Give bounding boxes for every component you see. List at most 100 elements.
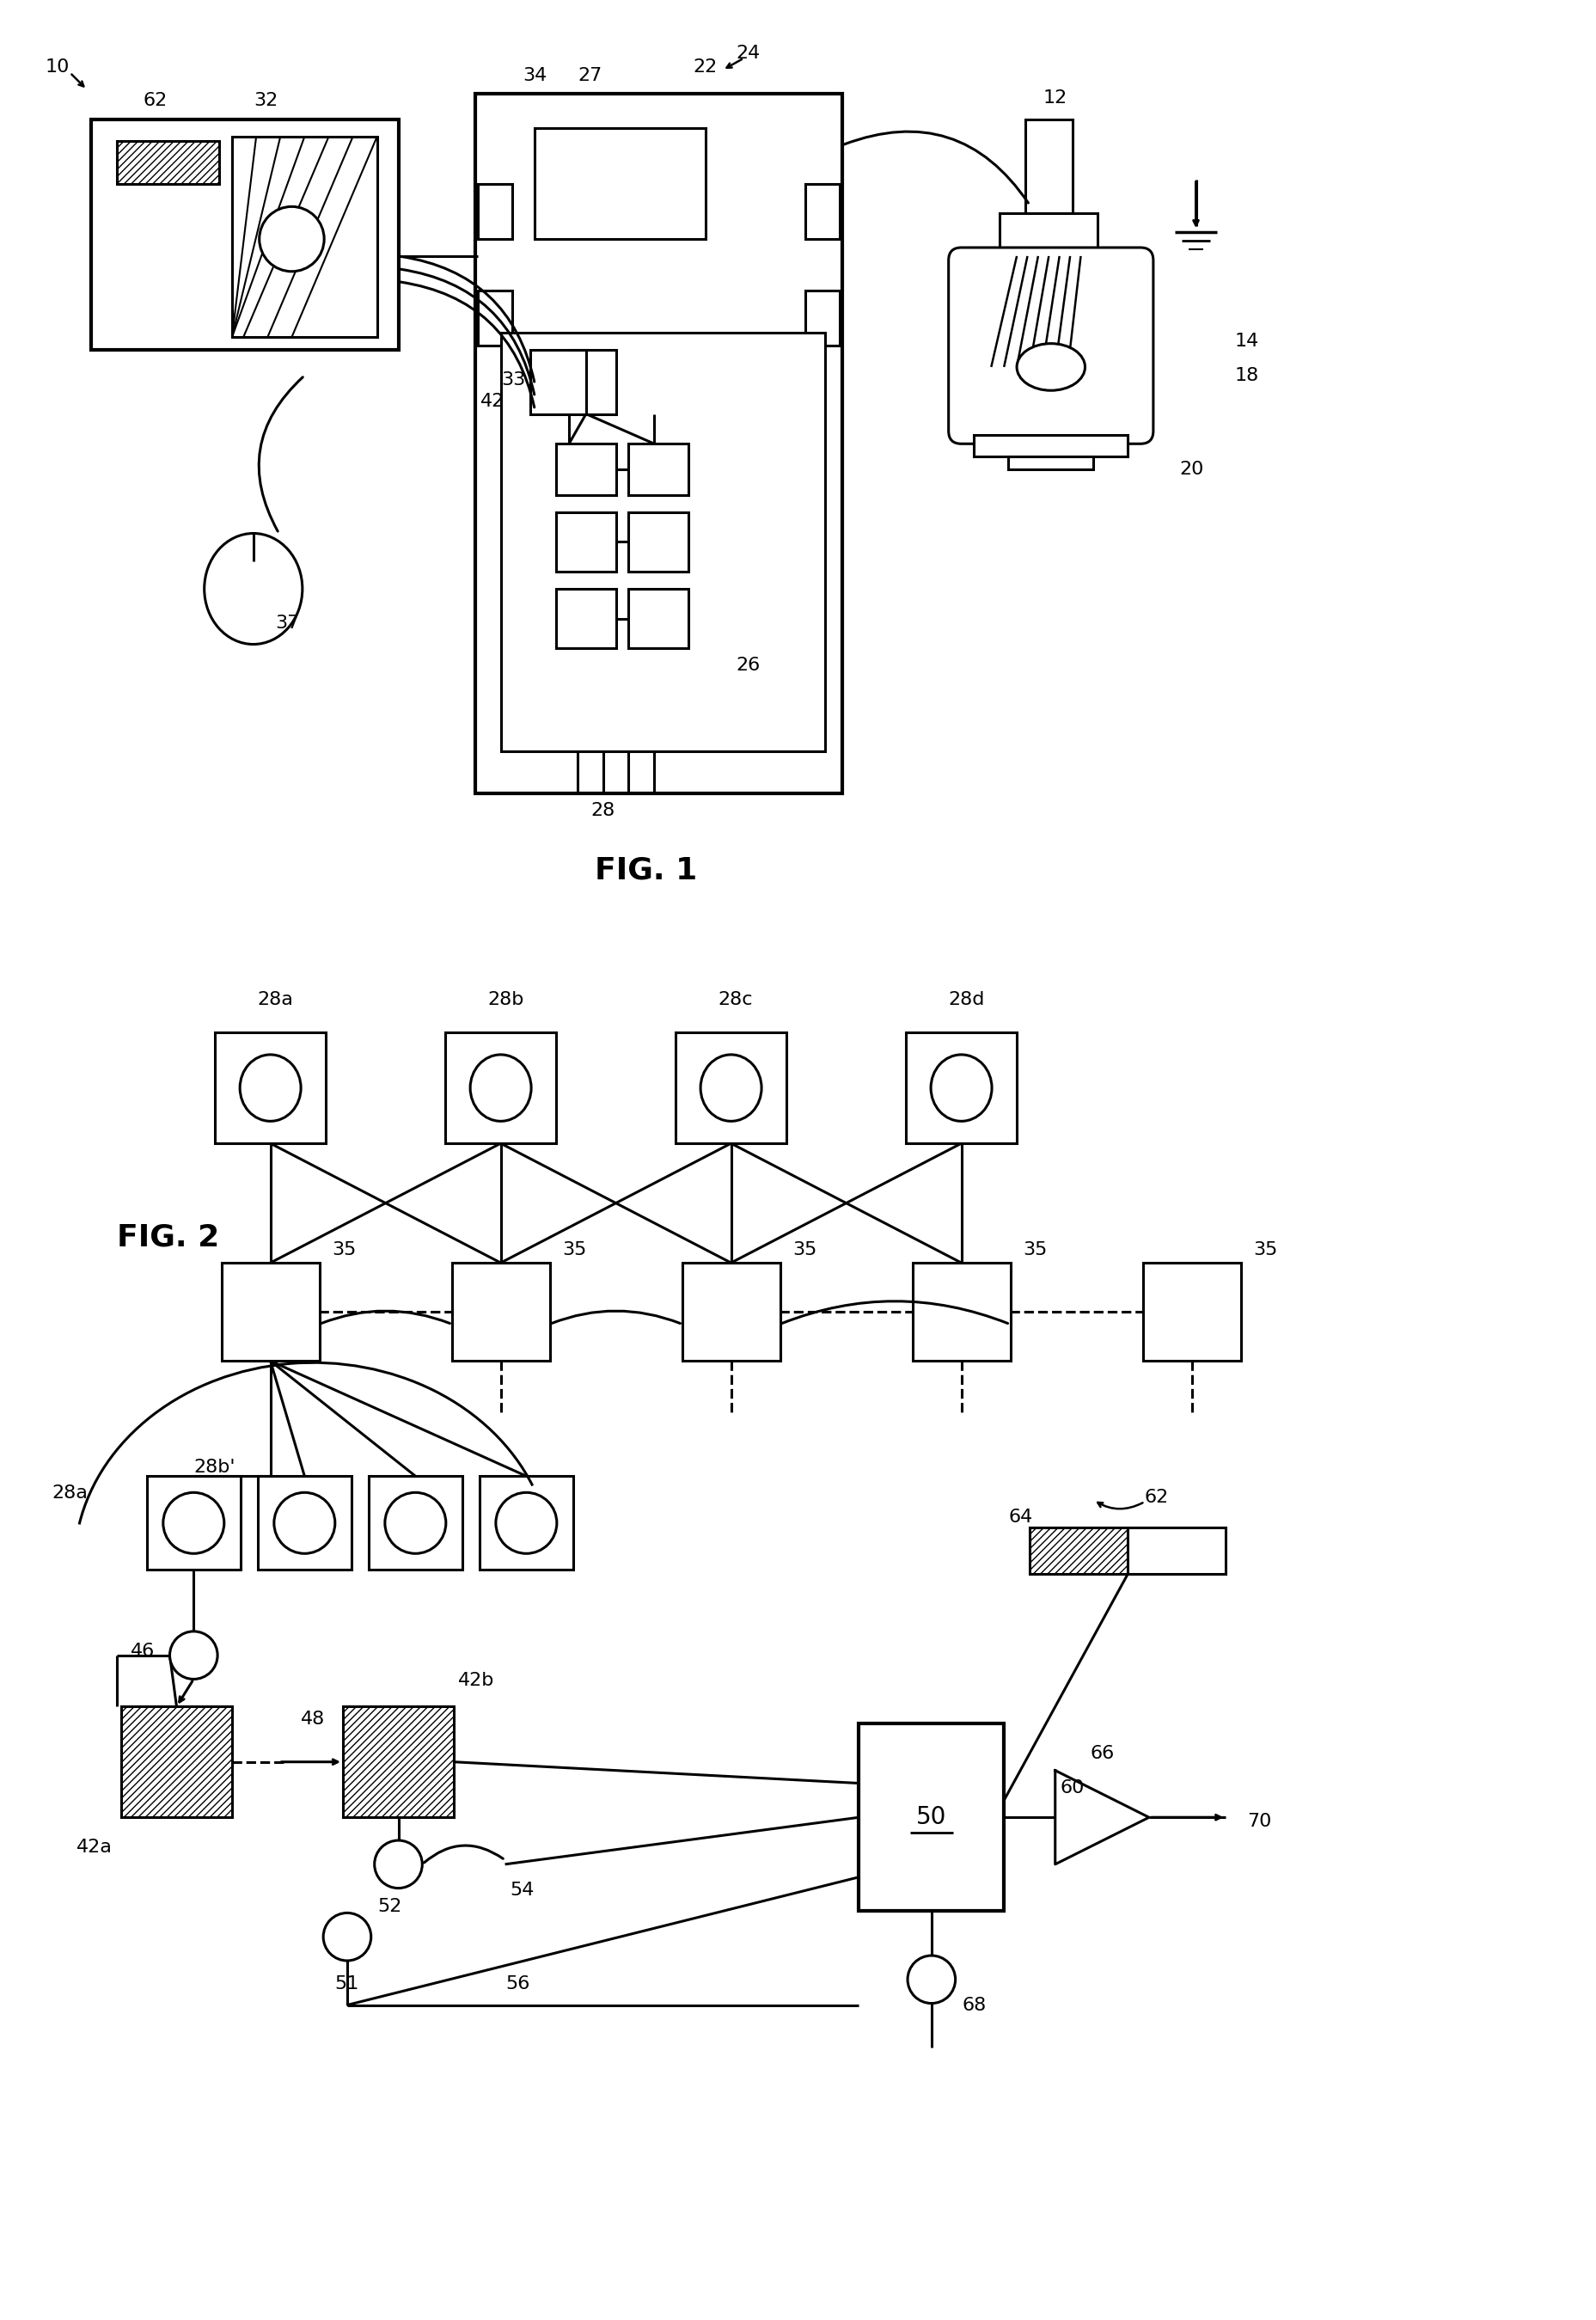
- Text: 18: 18: [1234, 367, 1259, 385]
- Text: 35: 35: [332, 1241, 356, 1260]
- Text: 22: 22: [693, 58, 717, 74]
- Text: 20: 20: [1179, 462, 1203, 478]
- Bar: [257, 1476, 351, 1571]
- Bar: [629, 513, 688, 571]
- Text: 10: 10: [45, 58, 69, 74]
- Ellipse shape: [495, 1492, 557, 1554]
- Bar: [343, 1708, 453, 1817]
- Text: 37: 37: [275, 615, 300, 631]
- Bar: [1007, 457, 1093, 469]
- Text: 50: 50: [916, 1805, 946, 1830]
- Text: 26: 26: [736, 657, 760, 675]
- Bar: [974, 436, 1127, 457]
- Text: 48: 48: [300, 1710, 326, 1728]
- Bar: [555, 589, 616, 650]
- Text: 35: 35: [792, 1241, 817, 1260]
- Text: 14: 14: [1234, 332, 1259, 350]
- Text: 68: 68: [961, 1998, 986, 2014]
- Bar: [1143, 1262, 1240, 1362]
- Bar: [859, 1724, 1004, 1912]
- Text: 35: 35: [1253, 1241, 1277, 1260]
- Text: 66: 66: [1090, 1745, 1114, 1761]
- Bar: [117, 142, 219, 183]
- Bar: [913, 1262, 1010, 1362]
- Bar: [445, 1032, 555, 1144]
- Bar: [369, 1476, 463, 1571]
- Text: 46: 46: [131, 1643, 155, 1659]
- Bar: [215, 1032, 326, 1144]
- Bar: [91, 121, 397, 350]
- Text: 28a: 28a: [53, 1485, 88, 1501]
- Bar: [476, 95, 841, 793]
- Bar: [629, 589, 688, 650]
- Text: 28d: 28d: [948, 991, 985, 1009]
- Text: 35: 35: [562, 1241, 586, 1260]
- Text: 27: 27: [578, 67, 602, 84]
- Bar: [231, 137, 377, 336]
- Bar: [121, 1708, 231, 1817]
- Bar: [501, 332, 825, 752]
- Ellipse shape: [1017, 343, 1084, 390]
- Text: 28b': 28b': [193, 1459, 235, 1476]
- Text: 28b: 28b: [488, 991, 523, 1009]
- Text: 62: 62: [1144, 1489, 1168, 1506]
- Text: 42b: 42b: [458, 1673, 495, 1689]
- Bar: [1029, 1527, 1127, 1575]
- Bar: [804, 183, 839, 239]
- Ellipse shape: [163, 1492, 223, 1554]
- Bar: [1025, 121, 1071, 213]
- Bar: [629, 443, 688, 494]
- Polygon shape: [1055, 1770, 1149, 1865]
- Bar: [530, 350, 616, 413]
- Bar: [999, 213, 1098, 255]
- Text: FIG. 2: FIG. 2: [117, 1223, 219, 1253]
- Text: 28: 28: [591, 803, 614, 819]
- Text: 35: 35: [1021, 1241, 1047, 1260]
- Text: 64: 64: [1009, 1508, 1033, 1527]
- Text: 56: 56: [506, 1974, 530, 1993]
- Text: 34: 34: [522, 67, 547, 84]
- Text: 42a: 42a: [77, 1840, 113, 1856]
- FancyBboxPatch shape: [948, 248, 1152, 443]
- Bar: [905, 1032, 1017, 1144]
- Bar: [681, 1262, 780, 1362]
- Bar: [555, 443, 616, 494]
- Text: 60: 60: [1060, 1779, 1084, 1796]
- Text: 51: 51: [335, 1974, 359, 1993]
- Circle shape: [259, 206, 324, 271]
- Ellipse shape: [275, 1492, 335, 1554]
- Ellipse shape: [204, 534, 302, 645]
- Bar: [477, 183, 512, 239]
- Ellipse shape: [701, 1056, 761, 1121]
- Bar: [1127, 1527, 1226, 1575]
- Bar: [477, 290, 512, 346]
- Circle shape: [907, 1956, 954, 2004]
- Text: 33: 33: [501, 371, 525, 387]
- Bar: [675, 1032, 787, 1144]
- Text: 62: 62: [144, 93, 168, 109]
- Ellipse shape: [469, 1056, 531, 1121]
- Bar: [147, 1476, 241, 1571]
- Bar: [222, 1262, 319, 1362]
- Text: 24: 24: [736, 44, 760, 63]
- Ellipse shape: [239, 1056, 300, 1121]
- Bar: [452, 1262, 551, 1362]
- Bar: [555, 513, 616, 571]
- Bar: [804, 290, 839, 346]
- Text: 70: 70: [1246, 1812, 1270, 1830]
- Text: 28c: 28c: [718, 991, 753, 1009]
- Text: 54: 54: [509, 1882, 535, 1898]
- Text: FIG. 1: FIG. 1: [594, 856, 696, 884]
- Text: 28a: 28a: [257, 991, 294, 1009]
- Circle shape: [322, 1914, 370, 1960]
- Ellipse shape: [930, 1056, 991, 1121]
- Text: 42: 42: [480, 392, 504, 411]
- Text: 12: 12: [1042, 90, 1066, 107]
- Ellipse shape: [385, 1492, 445, 1554]
- Circle shape: [169, 1631, 217, 1680]
- Text: 52: 52: [377, 1898, 402, 1916]
- Text: 32: 32: [254, 93, 278, 109]
- Bar: [535, 128, 705, 239]
- Circle shape: [375, 1840, 421, 1888]
- Bar: [479, 1476, 573, 1571]
